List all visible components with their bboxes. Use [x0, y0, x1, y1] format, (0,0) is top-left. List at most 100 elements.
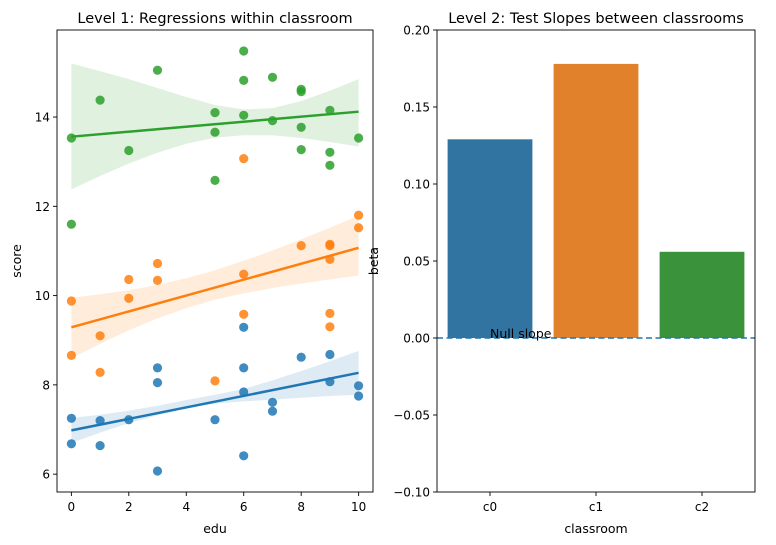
- regression-line-2: [71, 110, 359, 138]
- data-point-0-19: [354, 391, 364, 401]
- data-point-0-5: [152, 363, 163, 373]
- data-point-2-17: [325, 105, 335, 115]
- data-point-2-9: [239, 75, 249, 85]
- data-point-2-16: [296, 145, 306, 155]
- x-tick-label-c1: c1: [589, 500, 603, 514]
- data-point-0-6: [152, 378, 163, 388]
- data-point-2-18: [325, 147, 335, 157]
- left-y-axis-label: score: [9, 244, 24, 278]
- y-tick-label: 0.10: [403, 178, 430, 192]
- right-chart: Level 2: Test Slopes between classrooms …: [366, 11, 756, 536]
- data-point-0-13: [267, 397, 278, 407]
- data-point-0-1: [66, 439, 76, 449]
- data-point-1-12: [296, 241, 306, 251]
- data-point-2-3: [124, 145, 134, 156]
- right-x-ticks: c0 c1 c2: [483, 492, 709, 514]
- bar-c1: [553, 63, 639, 339]
- y-tick-label: 8: [42, 378, 50, 392]
- x-tick-label: 8: [297, 500, 305, 514]
- left-y-ticks: 6 8 10 12 14: [35, 111, 57, 482]
- y-tick-label: 0.00: [403, 332, 430, 346]
- data-point-1-1: [66, 350, 76, 360]
- data-point-0-10: [239, 363, 249, 373]
- left-plot-frame: [56, 29, 374, 493]
- data-point-0-0: [66, 413, 76, 423]
- slope-bars: [447, 63, 745, 339]
- data-point-0-16: [325, 349, 335, 360]
- data-point-0-18: [354, 381, 364, 391]
- data-point-1-8: [210, 376, 220, 386]
- data-point-1-7: [152, 275, 163, 285]
- data-point-0-15: [296, 352, 306, 362]
- confidence-band-0: [71, 350, 359, 443]
- data-point-2-2: [95, 95, 105, 105]
- data-point-1-16: [325, 308, 335, 318]
- data-point-2-4: [152, 65, 163, 75]
- data-point-1-9: [239, 154, 249, 164]
- data-point-0-2: [95, 416, 105, 426]
- data-point-1-2: [95, 331, 105, 341]
- data-point-1-10: [239, 269, 249, 279]
- scatter-points: [66, 46, 364, 476]
- x-tick-label-c0: c0: [483, 500, 497, 514]
- data-point-0-8: [210, 415, 220, 425]
- data-point-2-8: [239, 46, 249, 56]
- data-point-0-14: [267, 406, 278, 416]
- data-point-2-20: [354, 133, 364, 143]
- data-point-2-11: [267, 72, 278, 82]
- left-chart-title: Level 1: Regressions within classroom: [77, 11, 352, 27]
- data-point-0-9: [239, 322, 249, 332]
- data-point-2-6: [210, 127, 220, 137]
- y-tick-label: 14: [35, 111, 50, 125]
- regression-lines: [71, 110, 359, 432]
- left-x-axis-label: edu: [203, 521, 227, 536]
- x-tick-label: 0: [68, 500, 76, 514]
- bar-c0: [447, 139, 533, 338]
- data-point-1-5: [124, 293, 134, 303]
- y-tick-label: 0.20: [403, 24, 430, 38]
- data-point-0-12: [239, 451, 249, 461]
- y-tick-label: 0.05: [403, 255, 430, 269]
- null-slope-label: Null slope: [490, 326, 552, 341]
- right-y-axis-label: beta: [366, 247, 381, 275]
- regression-line-0: [71, 371, 359, 432]
- data-point-2-0: [66, 133, 76, 143]
- data-point-1-11: [239, 309, 249, 319]
- data-point-1-19: [354, 223, 364, 233]
- data-point-2-10: [239, 110, 249, 120]
- x-tick-label: 4: [182, 500, 190, 514]
- data-point-2-1: [66, 219, 76, 229]
- y-tick-label: −0.05: [393, 409, 430, 423]
- data-point-2-14: [296, 87, 306, 97]
- data-point-2-15: [296, 122, 306, 132]
- left-x-ticks: 0 2 4 6 8 10: [68, 492, 366, 514]
- data-point-2-5: [210, 108, 220, 118]
- right-chart-title: Level 2: Test Slopes between classrooms: [448, 11, 744, 27]
- y-tick-label: 6: [42, 468, 50, 482]
- data-point-2-19: [325, 160, 335, 170]
- data-point-1-17: [325, 322, 335, 332]
- x-tick-label-c2: c2: [695, 500, 709, 514]
- confidence-band-2: [71, 63, 359, 190]
- data-point-0-3: [95, 441, 105, 451]
- data-point-1-4: [124, 274, 134, 285]
- x-tick-label: 2: [125, 500, 133, 514]
- right-x-axis-label: classroom: [564, 521, 627, 536]
- y-tick-label: 10: [35, 289, 50, 303]
- left-chart: Level 1: Regressions within classroom 0 2…: [9, 11, 374, 536]
- data-point-1-0: [66, 296, 76, 306]
- confidence-bands: [71, 63, 359, 443]
- x-tick-label: 10: [351, 500, 366, 514]
- regression-line-1: [71, 246, 359, 329]
- data-point-1-14: [325, 241, 335, 251]
- data-point-1-6: [152, 258, 163, 269]
- x-tick-label: 6: [240, 500, 248, 514]
- y-tick-label: −0.10: [393, 486, 430, 500]
- bar-c2: [659, 251, 745, 338]
- data-point-1-3: [95, 367, 105, 377]
- data-point-0-7: [152, 466, 163, 476]
- data-point-2-7: [210, 175, 220, 185]
- y-tick-label: 12: [35, 200, 50, 214]
- right-y-ticks: 0.20 0.15 0.10 0.05 0.00 −0.05 −0.10: [393, 24, 437, 500]
